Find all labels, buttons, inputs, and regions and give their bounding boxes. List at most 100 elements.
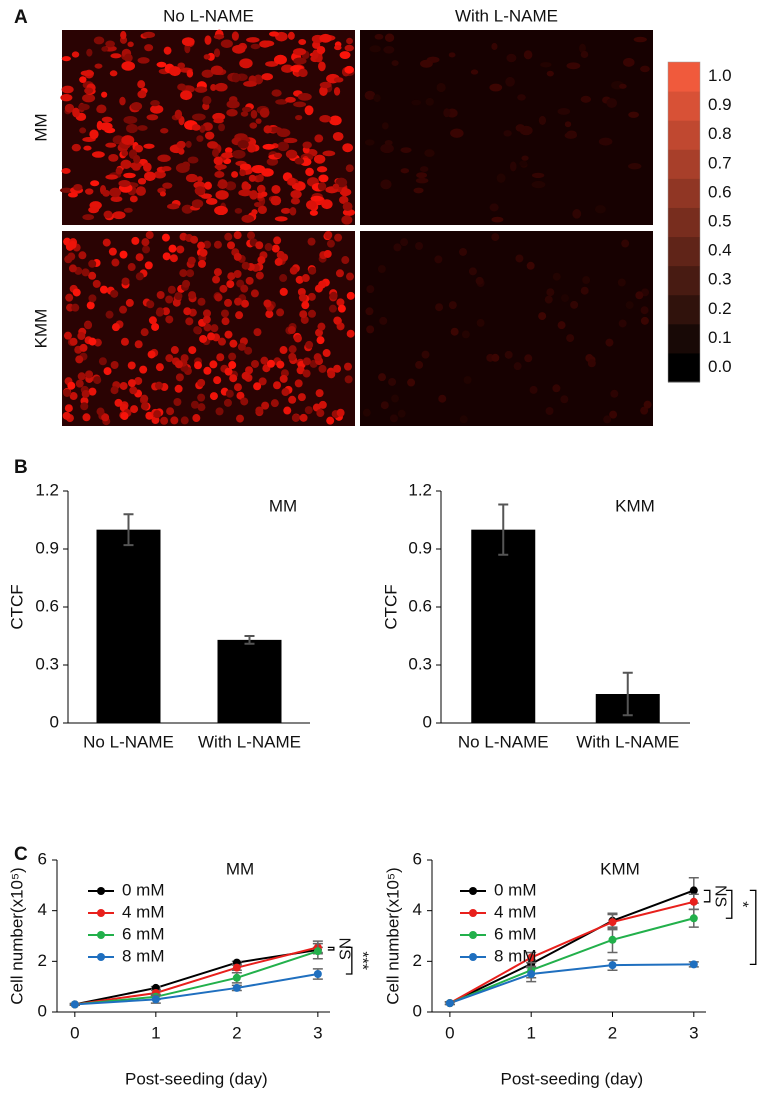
cell [260,191,268,197]
x-tick-label: 3 [313,1023,322,1042]
cell [121,61,136,71]
cell [67,192,78,198]
cell [218,123,225,132]
y-tick-label: 0.3 [35,654,59,673]
point [689,897,698,906]
cell [108,247,117,256]
cell [81,268,90,277]
colorbar-swatch [668,352,700,383]
cell [216,353,225,362]
cell [503,130,512,137]
cell [379,316,388,325]
cell [448,301,457,310]
cell [318,400,327,409]
cell [187,256,196,265]
y-tick-label: 2 [38,951,47,970]
cell [213,156,224,166]
cell [201,69,214,78]
micrograph [360,231,653,426]
cell [538,115,547,125]
cell [273,381,282,390]
cell [155,308,164,317]
cell [108,154,119,162]
cell [291,183,301,190]
cell [112,211,126,220]
cell [298,293,307,302]
cell [304,406,313,415]
cell [103,367,112,376]
cell [186,69,194,78]
cell [129,195,138,203]
cell [204,131,215,140]
cell [166,203,180,210]
colorbar-tick-label: 0.3 [708,270,732,289]
cell [384,139,393,146]
x-tick-label: No L-NAME [83,732,174,751]
cell [127,263,136,272]
cell [127,361,136,370]
cell [290,189,302,199]
cell [531,172,545,179]
y-axis-label: Cell number(x10⁵) [7,867,26,1004]
cell [305,340,314,349]
cell [88,294,97,303]
cell [144,171,156,182]
cell [161,307,170,316]
cell [78,103,90,111]
cell [313,353,322,362]
bar [471,529,536,723]
cell [202,95,212,105]
cell [366,325,375,334]
cell [160,416,169,425]
cell [324,231,333,240]
cell [75,355,84,364]
cell [279,287,288,296]
row-label: KMM [31,309,50,349]
cell [526,261,535,270]
cell [289,266,298,275]
cell [245,276,254,285]
cell [225,389,234,398]
cell [233,269,242,278]
cell [91,151,105,158]
cell [84,321,93,330]
cell [276,250,285,259]
cell [383,45,395,54]
cell [150,100,160,107]
cell [188,346,197,355]
cell [273,54,287,65]
cell [193,326,202,335]
cell [239,58,253,69]
annotation: *** [758,918,766,937]
cell [232,44,246,54]
cell [210,84,217,92]
cell [598,137,613,146]
cell [261,401,270,410]
cell [341,215,353,225]
cell [217,337,226,346]
cell [163,46,172,55]
cell [174,360,183,369]
cell [60,93,73,102]
y-tick-label: 0 [413,1001,422,1020]
cell [326,416,335,425]
cell [229,374,238,383]
cell [316,409,325,418]
cell [619,83,627,89]
cell [341,187,349,197]
colorbar-tick-label: 0.1 [708,328,732,347]
cell [209,360,218,369]
cell [96,104,107,114]
cell [235,311,244,320]
cell [633,36,647,43]
cell [346,37,353,45]
cell [105,310,114,319]
cell [572,209,582,219]
cell [239,163,252,171]
cell [83,145,92,151]
cell [185,140,192,148]
cell [211,148,219,158]
cell [203,54,211,60]
cell [209,392,218,401]
cell [167,285,176,294]
